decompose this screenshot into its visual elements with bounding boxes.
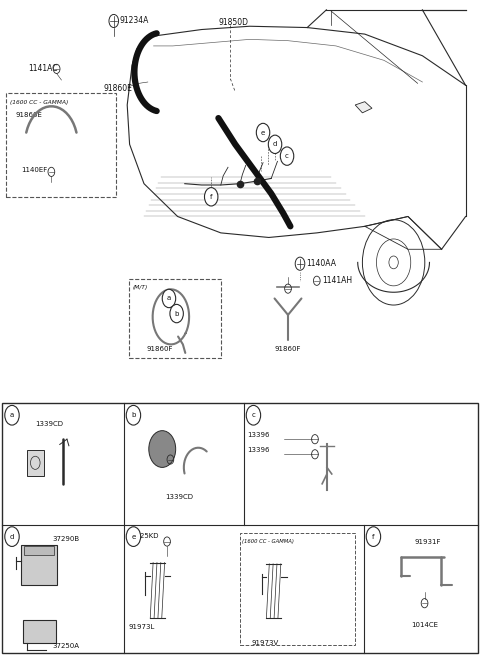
Text: 91860F: 91860F — [146, 346, 173, 352]
Text: (1600 CC - GAMMA): (1600 CC - GAMMA) — [242, 539, 294, 544]
Circle shape — [246, 405, 261, 425]
Text: 1141AH: 1141AH — [323, 276, 353, 285]
Circle shape — [256, 123, 270, 142]
Text: 91973V: 91973V — [252, 640, 279, 646]
Text: b: b — [174, 310, 179, 317]
Circle shape — [204, 188, 218, 206]
Bar — [27, 450, 44, 476]
Text: 1141AC: 1141AC — [28, 64, 57, 73]
Bar — [240, 533, 355, 645]
Text: 1339CD: 1339CD — [35, 421, 63, 427]
Text: 1125KD: 1125KD — [131, 533, 158, 539]
Text: c: c — [252, 412, 255, 419]
Circle shape — [126, 405, 141, 425]
Bar — [6, 93, 116, 197]
Text: 37290B: 37290B — [52, 536, 79, 542]
Text: d: d — [273, 141, 277, 148]
Bar — [23, 619, 56, 643]
Text: 13396: 13396 — [247, 432, 269, 438]
Text: 1339CD: 1339CD — [165, 494, 193, 500]
Text: f: f — [210, 194, 213, 200]
Text: 91973L: 91973L — [129, 625, 155, 630]
Text: a: a — [10, 412, 14, 419]
Text: 1140EF: 1140EF — [21, 167, 48, 173]
Circle shape — [5, 527, 19, 546]
Text: 13396: 13396 — [247, 447, 269, 453]
Text: 91234A: 91234A — [120, 16, 149, 26]
Circle shape — [170, 304, 183, 323]
Text: 91860F: 91860F — [275, 346, 301, 352]
Polygon shape — [355, 102, 372, 113]
Bar — [129, 279, 221, 358]
Bar — [24, 546, 55, 554]
Text: (1600 CC - GAMMA): (1600 CC - GAMMA) — [10, 100, 68, 105]
Text: e: e — [132, 533, 135, 540]
Circle shape — [126, 527, 141, 546]
Text: 91860E: 91860E — [103, 84, 132, 93]
Circle shape — [149, 431, 176, 467]
Circle shape — [5, 405, 19, 425]
Text: 1140AA: 1140AA — [306, 259, 336, 268]
Text: b: b — [131, 412, 136, 419]
Text: e: e — [261, 129, 265, 136]
Circle shape — [162, 289, 176, 308]
Text: 1014CE: 1014CE — [411, 622, 438, 628]
Bar — [2, 403, 478, 653]
Text: 91860E: 91860E — [15, 112, 42, 118]
Text: (M/T): (M/T) — [132, 285, 148, 291]
Circle shape — [280, 147, 294, 165]
Bar — [21, 544, 58, 585]
Text: a: a — [167, 295, 171, 302]
Circle shape — [366, 527, 381, 546]
Text: 37250A: 37250A — [52, 643, 79, 649]
Circle shape — [268, 135, 282, 154]
Text: c: c — [285, 153, 289, 159]
Text: f: f — [372, 533, 375, 540]
Text: 91850D: 91850D — [218, 18, 249, 28]
Text: d: d — [10, 533, 14, 540]
Text: 91931F: 91931F — [415, 539, 441, 545]
